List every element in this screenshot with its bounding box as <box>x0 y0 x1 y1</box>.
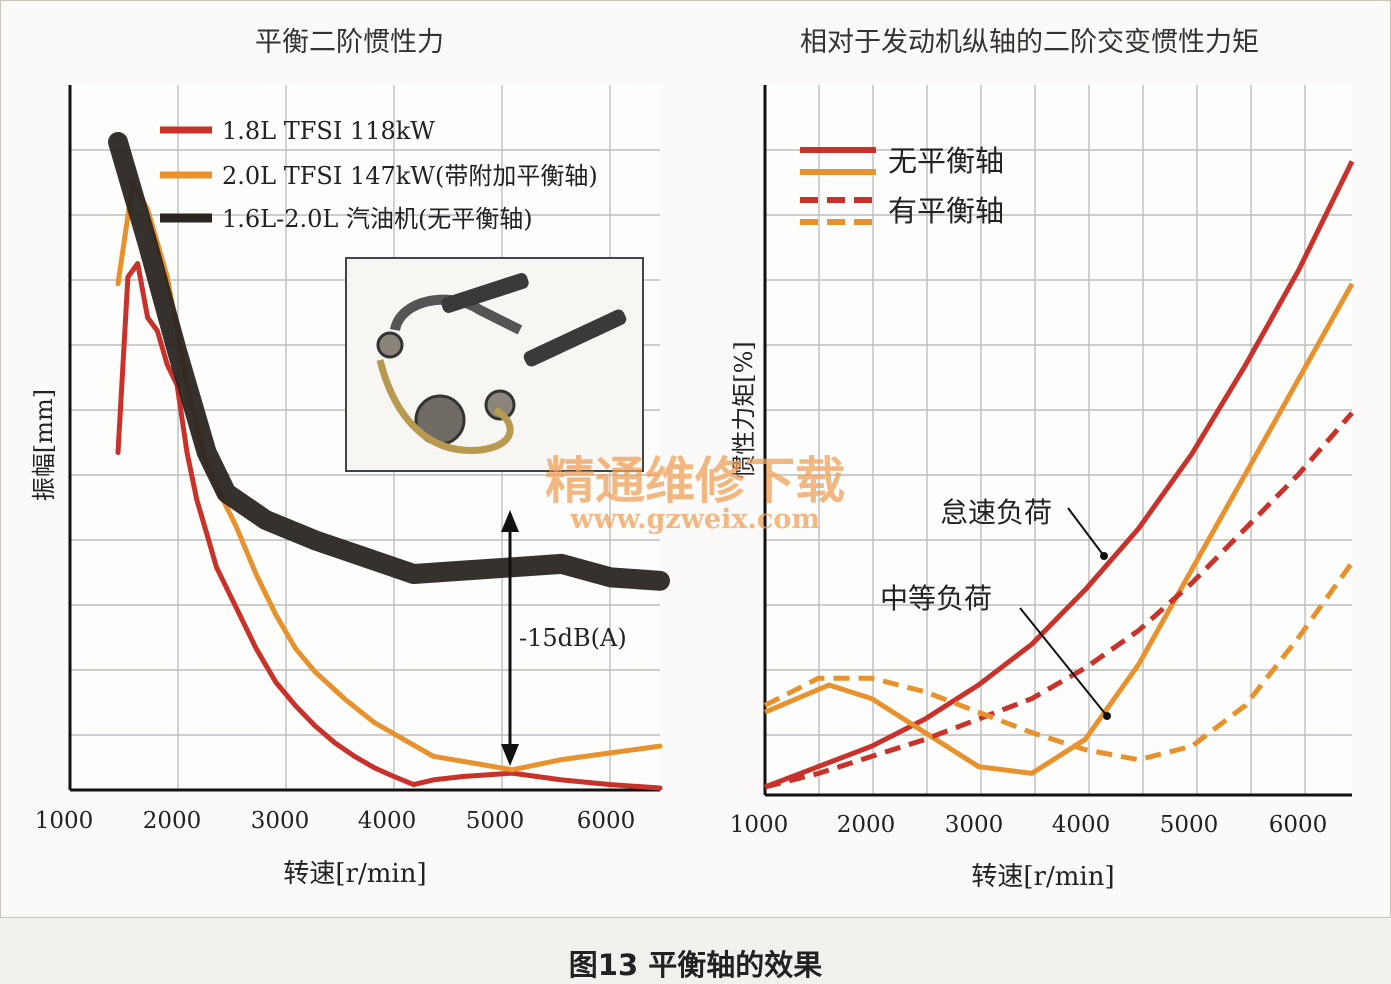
watermark-text: 精通维修下载 <box>545 451 845 510</box>
left-legend-label-0: 1.8L TFSI 118kW <box>222 117 435 145</box>
left-chart-title: 平衡二阶惯性力 <box>255 27 444 58</box>
inset-belt <box>376 359 514 454</box>
left-series-line-0 <box>115 261 663 791</box>
right-annotation-medium: 中等负荷 <box>880 582 992 615</box>
figure-caption: 图13 平衡轴的效果 <box>568 948 823 982</box>
right-series-line-1 <box>764 282 1355 776</box>
watermark-url: www.gzweix.com <box>569 504 820 535</box>
right-annotation-medium-leader <box>1019 607 1108 717</box>
left-series-line-2 <box>108 132 670 591</box>
left-x-axis-label: 转速[r/min] <box>283 859 426 889</box>
left-legend-label-2: 1.6L-2.0L 汽油机(无平衡轴) <box>222 205 533 233</box>
right-x-tick-label: 3000 <box>945 812 1004 838</box>
right-x-tick-label: 4000 <box>1052 812 1111 838</box>
left-annotation-arrowhead-down <box>501 744 519 766</box>
right-annotation-medium-dot <box>1103 712 1111 720</box>
right-series-line-3 <box>763 561 1355 763</box>
right-x-tick-label: 6000 <box>1269 812 1328 838</box>
inset-gear-2 <box>484 389 516 421</box>
left-x-tick-label: 3000 <box>251 808 310 834</box>
left-legend-label-1: 2.0L TFSI 147kW(带附加平衡轴) <box>222 162 598 190</box>
inset-shaft-2 <box>523 309 627 367</box>
right-legend-label-0: 无平衡轴 <box>888 144 1004 178</box>
right-annotation-idle-dot <box>1100 552 1108 560</box>
right-x-tick-label: 2000 <box>837 812 896 838</box>
chart-canvas: 1.8L TFSI 118kW 2.0L TFSI 147kW(带附加平衡轴) 1.… <box>30 85 1355 892</box>
left-y-axis-label: 振幅[mm] <box>30 389 58 501</box>
right-x-tick-label: 5000 <box>1160 812 1219 838</box>
right-y-axis-label: 惯性力矩[%] <box>730 341 758 479</box>
right-legend-label-1: 有平衡轴 <box>888 194 1004 228</box>
left-inset-photo <box>345 257 644 472</box>
right-series-line-2 <box>764 411 1354 790</box>
inset-shaft-1 <box>441 273 529 313</box>
left-x-tick-label: 5000 <box>466 808 525 834</box>
right-annotation-idle: 怠速负荷 <box>940 496 1052 529</box>
right-series-line-0 <box>764 160 1355 790</box>
right-x-axis-label: 转速[r/min] <box>971 862 1114 892</box>
left-annotation-label: -15dB(A) <box>519 624 627 652</box>
left-x-tick-label: 1000 <box>35 808 94 834</box>
inset-chain <box>390 294 523 335</box>
left-x-tick-label: 4000 <box>358 808 417 834</box>
right-chart-title: 相对于发动机纵轴的二阶交变惯性力矩 <box>800 27 1259 58</box>
left-annotation-arrowhead-up <box>501 510 519 532</box>
left-chart: 1.8L TFSI 118kW 2.0L TFSI 147kW(带附加平衡轴) 1.… <box>30 85 670 889</box>
inset-gear-3 <box>376 331 404 359</box>
right-x-tick-label: 1000 <box>730 812 789 838</box>
left-x-tick-label: 6000 <box>577 808 636 834</box>
left-x-tick-label: 2000 <box>143 808 202 834</box>
right-annotation-idle-leader <box>1067 507 1105 557</box>
